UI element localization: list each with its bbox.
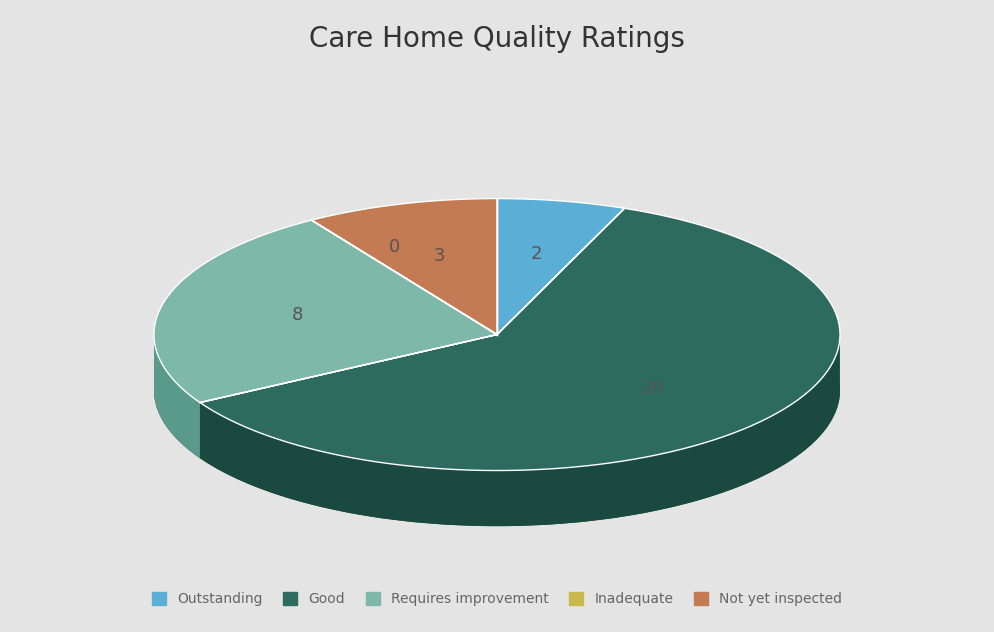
Polygon shape <box>200 338 840 526</box>
Ellipse shape <box>154 254 840 526</box>
Text: 3: 3 <box>433 247 444 265</box>
Polygon shape <box>311 198 497 334</box>
Text: 0: 0 <box>390 238 401 256</box>
Text: 8: 8 <box>291 307 302 324</box>
Polygon shape <box>497 198 624 334</box>
Text: 2: 2 <box>530 245 542 264</box>
Polygon shape <box>154 336 200 458</box>
Text: Care Home Quality Ratings: Care Home Quality Ratings <box>309 25 685 54</box>
Legend: Outstanding, Good, Requires improvement, Inadequate, Not yet inspected: Outstanding, Good, Requires improvement,… <box>146 587 848 612</box>
Polygon shape <box>154 220 497 403</box>
Polygon shape <box>200 209 840 470</box>
Text: 20: 20 <box>641 379 664 397</box>
